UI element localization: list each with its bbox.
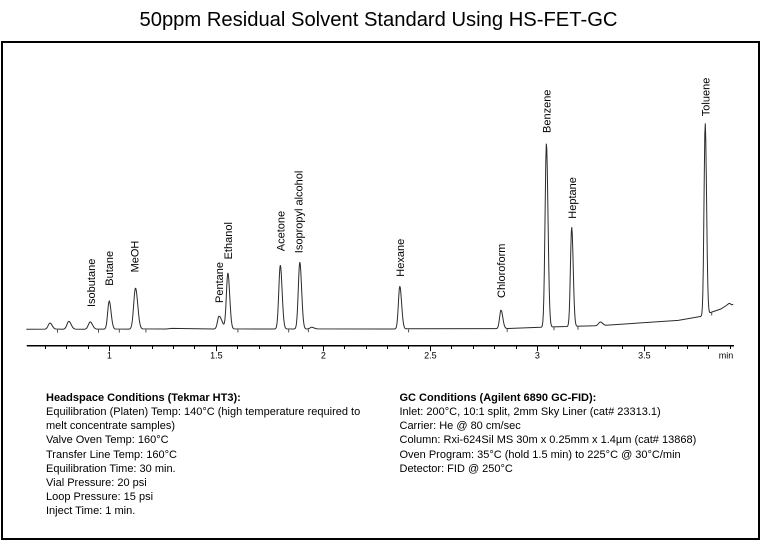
svg-text:3: 3: [535, 351, 540, 361]
svg-text:Toluene: Toluene: [700, 78, 712, 117]
svg-text:min: min: [719, 351, 734, 361]
svg-text:2: 2: [321, 351, 326, 361]
svg-text:Ethanol: Ethanol: [223, 222, 235, 259]
svg-text:1: 1: [107, 351, 112, 361]
svg-text:MeOH: MeOH: [130, 241, 142, 273]
svg-text:Pentane: Pentane: [214, 262, 226, 303]
svg-text:Isopropyl alcohol: Isopropyl alcohol: [293, 171, 305, 254]
svg-text:Acetone: Acetone: [275, 211, 287, 251]
svg-text:Butane: Butane: [104, 251, 116, 286]
svg-text:1.5: 1.5: [210, 351, 223, 361]
svg-text:3.5: 3.5: [638, 351, 651, 361]
svg-text:Hexane: Hexane: [395, 239, 407, 277]
svg-text:2.5: 2.5: [424, 351, 437, 361]
svg-text:Chloroform: Chloroform: [496, 244, 508, 298]
svg-text:Isobutane: Isobutane: [86, 259, 98, 307]
svg-text:Heptane: Heptane: [567, 177, 579, 219]
svg-text:Benzene: Benzene: [542, 90, 554, 133]
